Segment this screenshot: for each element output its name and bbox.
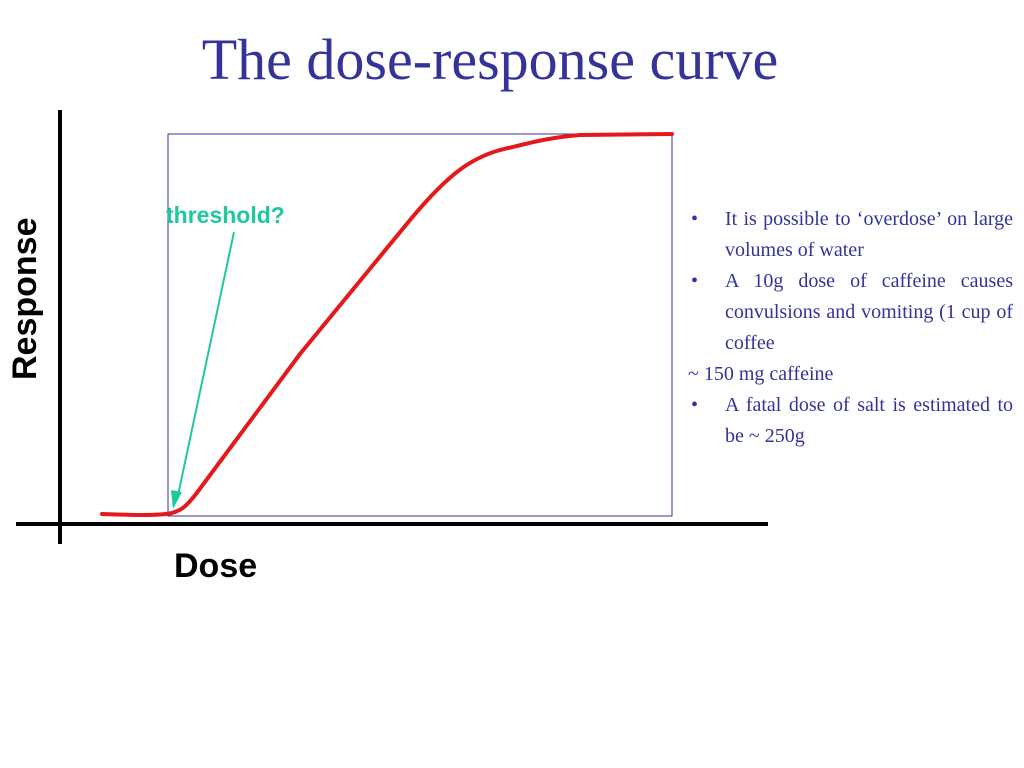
plot-frame — [167, 133, 673, 517]
note-text: It is possible to ‘overdose’ on large vo… — [725, 208, 1013, 261]
threshold-label: threshold? — [166, 202, 285, 228]
slide-title: The dose-response curve — [201, 27, 779, 92]
note-continuation: ~ 150 mg caffeine — [688, 359, 1013, 390]
threshold-arrow-line — [176, 231, 235, 501]
note-text: ~ 150 mg caffeine — [688, 363, 834, 385]
note-item: • A 10g dose of caffeine causes convulsi… — [688, 266, 1013, 359]
notes-list: • It is possible to ‘overdose’ on large … — [688, 204, 1013, 452]
y-axis-label: Response — [6, 217, 44, 381]
note-text: A fatal dose of salt is estimated to be … — [725, 394, 1013, 447]
note-item: • A fatal dose of salt is estimated to b… — [688, 390, 1013, 452]
note-text: A 10g dose of caffeine causes convulsion… — [725, 270, 1013, 354]
x-axis-label: Dose — [174, 547, 258, 585]
bullet-icon: • — [691, 208, 699, 230]
note-item: • It is possible to ‘overdose’ on large … — [688, 204, 1013, 266]
dose-response-curve — [100, 132, 674, 517]
bullet-icon: • — [691, 394, 699, 416]
threshold-arrow-head — [171, 490, 182, 509]
bullet-icon: • — [691, 270, 699, 292]
